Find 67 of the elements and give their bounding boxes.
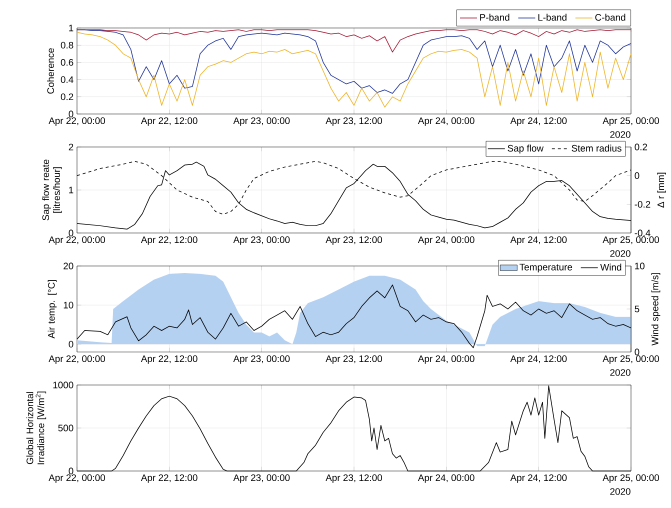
y-tick-label: 0.8 [60, 42, 74, 49]
y-axis-title: Coherence [47, 48, 54, 94]
x-tick-label: Apr 24, 12:00 [510, 117, 567, 126]
y2-axis-title: Wind speed [m/s] [651, 273, 660, 346]
x-tick-label: Apr 22, 00:00 [48, 236, 106, 245]
legend-label: P-band [480, 14, 510, 21]
x-tick-label: Apr 22, 00:00 [48, 117, 106, 126]
x-tick-label: Apr 22, 12:00 [140, 236, 198, 245]
legend-label: L-band [538, 14, 566, 21]
y-tick-label: 0.2 [60, 93, 74, 100]
legend-label: C-band [595, 14, 626, 21]
x-tick-label: Apr 23, 00:00 [233, 117, 290, 126]
y-tick-label: 0 [68, 468, 74, 474]
text: 2020 [610, 131, 630, 138]
legend-label: Wind [600, 264, 622, 271]
x-tick-label: Apr 24, 00:00 [418, 355, 474, 364]
x-tick-label: Apr 23, 12:00 [326, 474, 382, 483]
y-tick-label: 1000 [53, 382, 74, 388]
y2-tick-label: 0 [634, 172, 640, 180]
y2-tick-label: 5 [634, 306, 640, 312]
y2-tick-label: 10 [635, 262, 645, 270]
y2-tick-label: -0.4 [634, 230, 650, 236]
y-tick-label: 500 [58, 424, 74, 432]
x-tick-label: Apr 25, 00:00 [602, 355, 660, 364]
x-tick-label: Apr 23, 12:00 [326, 117, 382, 126]
y-tick-label: 10 [64, 302, 74, 308]
y-tick-label: 0.4 [60, 76, 74, 83]
text: 2020 [610, 250, 630, 257]
x-tick-label: Apr 24, 12:00 [510, 355, 567, 364]
x-tick-label: Apr 25, 00:00 [602, 474, 660, 483]
y-tick-label: 20 [64, 262, 74, 270]
x-tick-label: Apr 25, 00:00 [602, 117, 660, 126]
y-axis-title: Sap flow reate [litres/hour] [42, 160, 62, 220]
x-tick-label: Apr 22, 12:00 [140, 117, 198, 126]
x-tick-label: Apr 22, 12:00 [140, 355, 198, 364]
x-tick-label: Apr 23, 00:00 [233, 236, 290, 245]
x-tick-label: Apr 24, 00:00 [418, 236, 474, 245]
legend-label: Sap flow [508, 144, 544, 154]
x-tick-label: Apr 23, 12:00 [326, 355, 382, 364]
x-tick-label: Apr 24, 00:00 [418, 117, 474, 126]
x-tick-label: Apr 23, 00:00 [233, 355, 290, 364]
legend-label: Temperature [520, 264, 572, 272]
y-tick-label: 1 [69, 186, 74, 194]
y-tick-label: 1 [69, 24, 74, 32]
y-tick-label: 0.6 [60, 59, 74, 66]
y-tick-label: 0 [68, 230, 74, 236]
y2-tick-label: -0.2 [634, 200, 650, 208]
y-tick-label: 0 [68, 110, 74, 118]
x-tick-label: Apr 22, 00:00 [48, 474, 106, 483]
y2-tick-label: 0.2 [634, 144, 648, 150]
x-tick-label: Apr 22, 00:00 [48, 355, 106, 364]
legend-label: Stem radius [572, 144, 622, 152]
x-tick-label: Apr 25, 00:00 [602, 236, 660, 245]
text: 2020 [610, 369, 630, 376]
text: 2020 [610, 488, 630, 495]
y2-axis-title: Δ r [mm] [657, 172, 666, 208]
y-tick-label: 0 [68, 340, 74, 348]
x-tick-label: Apr 22, 12:00 [140, 474, 198, 483]
y2-tick-label: 0 [634, 348, 640, 356]
x-tick-label: Apr 24, 12:00 [510, 236, 567, 245]
y-tick-label: 2 [68, 144, 74, 150]
y-axis-title: Air temp. [°C] [48, 280, 57, 338]
x-tick-label: Apr 23, 00:00 [233, 474, 290, 483]
x-tick-label: Apr 24, 00:00 [418, 474, 474, 483]
x-tick-label: Apr 24, 12:00 [510, 474, 567, 483]
x-tick-label: Apr 23, 12:00 [326, 236, 382, 245]
y-axis-title: Global Horizontal Irradiance [W/m$^{2}$] [26, 392, 46, 464]
